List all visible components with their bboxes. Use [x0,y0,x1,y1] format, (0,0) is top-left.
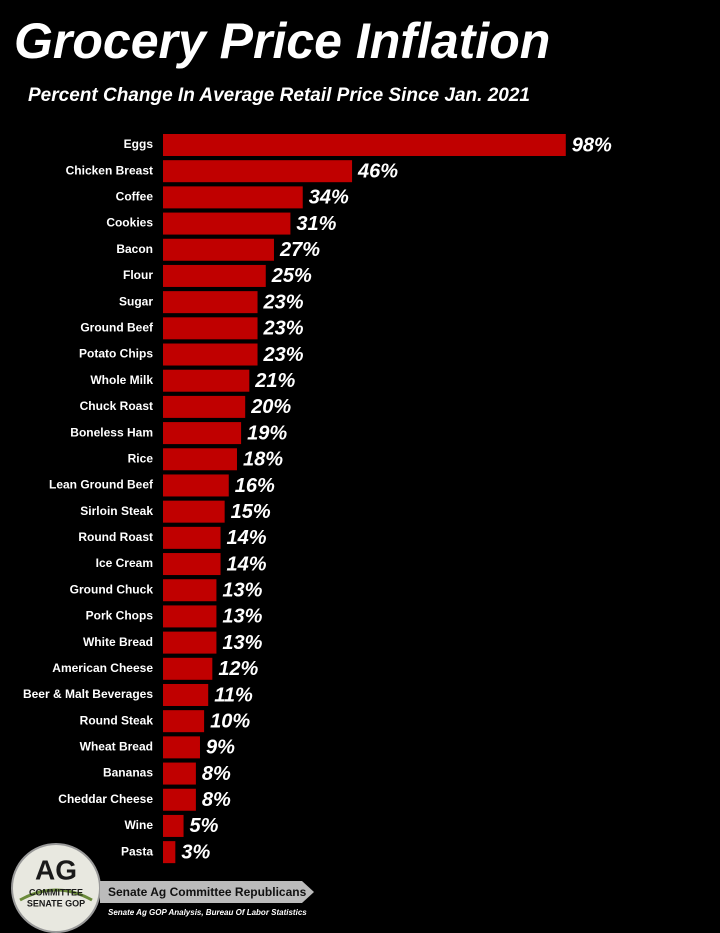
category-label: Chuck Roast [80,399,153,413]
value-label: 14% [227,527,267,549]
bar [163,710,205,733]
logo: AG COMMITTEE SENATE GOP [11,843,101,933]
category-label: Flour [123,268,153,282]
value-label: 31% [296,213,336,235]
bar [163,762,196,785]
bar [163,579,217,602]
value-label: 16% [235,475,275,497]
value-label: 27% [279,239,320,261]
bar [163,448,237,471]
value-label: 23% [263,344,304,366]
bar [163,814,184,837]
bar [163,841,176,864]
value-label: 13% [222,632,262,654]
category-label: Wine [124,818,153,832]
bar [163,788,196,811]
category-label: Whole Milk [90,373,153,387]
category-label: Ice Cream [96,556,153,570]
category-label: Cheddar Cheese [58,792,153,806]
bar [163,212,291,235]
value-label: 23% [263,291,304,313]
value-label: 10% [210,710,250,732]
chart-subtitle: Percent Change In Average Retail Price S… [28,85,530,106]
value-label: 46% [357,160,398,182]
value-label: 21% [254,370,295,392]
value-label: 20% [250,396,291,418]
bar [163,317,258,340]
category-label: American Cheese [52,661,153,675]
category-label: Potato Chips [79,347,153,361]
value-label: 25% [271,265,312,287]
footer-source: Senate Ag GOP Analysis, Bureau Of Labor … [108,908,307,917]
footer-banner [100,881,314,903]
category-label: Eggs [124,137,154,151]
category-label: Sugar [119,294,153,308]
value-label: 19% [247,422,287,444]
bar [163,605,217,628]
bar [163,291,258,314]
value-label: 11% [214,684,253,706]
value-label: 18% [243,449,283,471]
logo-line: COMMITTEE [29,887,83,897]
value-label: 23% [263,318,304,340]
chart-title: Grocery Price Inflation [14,13,550,69]
bar [163,474,229,497]
category-label: Wheat Bread [80,740,153,754]
value-label: 13% [222,580,262,602]
bar [163,657,213,680]
category-label: Beer & Malt Beverages [23,687,153,701]
logo-line: SENATE GOP [27,898,85,908]
bar [163,526,221,549]
bar [163,186,303,209]
logo-field [19,888,93,902]
bar [163,369,250,392]
category-label: Sirloin Steak [80,504,153,518]
category-label: Cookies [106,216,153,230]
category-label: Boneless Ham [70,425,153,439]
value-label: 9% [206,737,235,759]
category-label: White Bread [83,635,153,649]
bar [163,736,200,759]
category-label: Round Roast [78,530,153,544]
bar [163,422,242,445]
category-label: Lean Ground Beef [49,478,154,492]
value-label: 5% [190,815,219,837]
value-label: 8% [202,789,231,811]
bar [163,553,221,576]
value-label: 98% [572,134,612,156]
category-label: Round Steak [80,713,154,727]
category-label: Chicken Breast [66,163,153,177]
bar [163,631,217,654]
category-label: Ground Beef [80,321,154,335]
bar [163,500,225,523]
value-label: 34% [309,187,349,209]
bar [163,395,246,418]
bar [163,134,566,156]
category-label: Bacon [116,242,153,256]
category-label: Pasta [121,844,153,858]
category-label: Pork Chops [86,609,154,623]
category-label: Coffee [116,190,154,204]
value-label: 13% [222,606,262,628]
category-label: Bananas [103,766,153,780]
bar [163,160,353,183]
value-label: 8% [202,763,231,785]
logo-main: AG [35,854,77,885]
bar [163,238,274,261]
bar [163,264,266,287]
bar [163,683,209,706]
value-label: 14% [227,553,267,575]
category-label: Rice [128,451,154,465]
category-label: Ground Chuck [70,582,154,596]
bar [163,343,258,366]
footer-name: Senate Ag Committee Republicans [108,885,307,899]
value-label: 12% [218,658,258,680]
value-label: 3% [181,841,210,863]
value-label: 15% [231,501,271,523]
